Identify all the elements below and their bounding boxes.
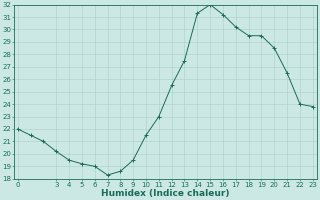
X-axis label: Humidex (Indice chaleur): Humidex (Indice chaleur) (101, 189, 229, 198)
